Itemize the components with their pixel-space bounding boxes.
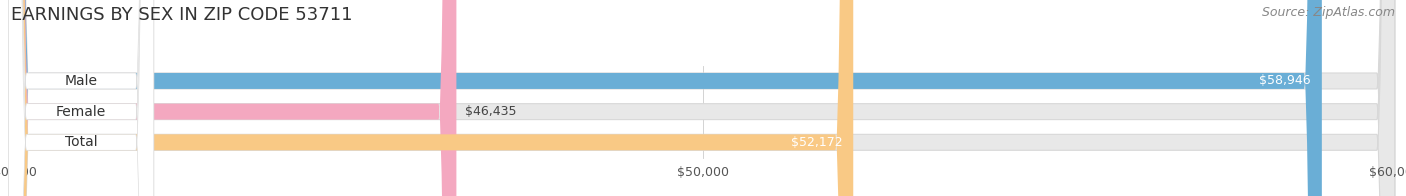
FancyBboxPatch shape (11, 0, 853, 196)
FancyBboxPatch shape (11, 0, 1322, 196)
Text: Source: ZipAtlas.com: Source: ZipAtlas.com (1261, 6, 1395, 19)
FancyBboxPatch shape (11, 0, 457, 196)
Text: Male: Male (65, 74, 97, 88)
Text: $46,435: $46,435 (465, 105, 516, 118)
Text: Female: Female (56, 105, 105, 119)
FancyBboxPatch shape (11, 0, 1395, 196)
FancyBboxPatch shape (8, 0, 153, 196)
Text: $52,172: $52,172 (790, 136, 842, 149)
FancyBboxPatch shape (8, 0, 153, 196)
FancyBboxPatch shape (11, 0, 1395, 196)
Text: $58,946: $58,946 (1260, 74, 1310, 87)
FancyBboxPatch shape (11, 0, 1395, 196)
Text: EARNINGS BY SEX IN ZIP CODE 53711: EARNINGS BY SEX IN ZIP CODE 53711 (11, 6, 353, 24)
FancyBboxPatch shape (8, 0, 153, 196)
Text: Total: Total (65, 135, 97, 149)
